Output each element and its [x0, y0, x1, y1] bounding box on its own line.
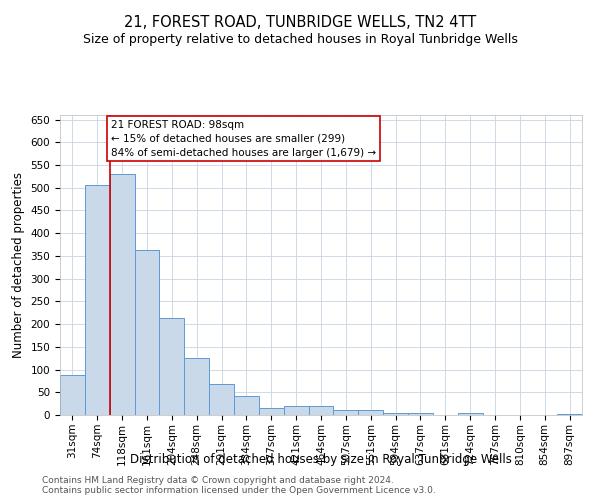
- Bar: [408, 413, 433, 415]
- Text: 21, FOREST ROAD, TUNBRIDGE WELLS, TN2 4TT: 21, FOREST ROAD, TUNBRIDGE WELLS, TN2 4T…: [124, 15, 476, 30]
- Text: Distribution of detached houses by size in Royal Tunbridge Wells: Distribution of detached houses by size …: [130, 452, 512, 466]
- Bar: [308, 406, 334, 415]
- Y-axis label: Number of detached properties: Number of detached properties: [12, 172, 25, 358]
- Text: Contains HM Land Registry data © Crown copyright and database right 2024.
Contai: Contains HM Land Registry data © Crown c…: [42, 476, 436, 495]
- Bar: [234, 396, 259, 415]
- Text: 21 FOREST ROAD: 98sqm
← 15% of detached houses are smaller (299)
84% of semi-det: 21 FOREST ROAD: 98sqm ← 15% of detached …: [111, 120, 376, 158]
- Bar: [259, 408, 284, 415]
- Bar: [458, 413, 482, 415]
- Bar: [110, 174, 134, 415]
- Text: Size of property relative to detached houses in Royal Tunbridge Wells: Size of property relative to detached ho…: [83, 32, 517, 46]
- Bar: [209, 384, 234, 415]
- Bar: [383, 412, 408, 415]
- Bar: [85, 184, 110, 415]
- Bar: [160, 318, 184, 415]
- Bar: [358, 410, 383, 415]
- Bar: [334, 410, 358, 415]
- Bar: [284, 406, 308, 415]
- Bar: [134, 250, 160, 415]
- Bar: [184, 358, 209, 415]
- Bar: [557, 414, 582, 415]
- Bar: [60, 375, 85, 415]
